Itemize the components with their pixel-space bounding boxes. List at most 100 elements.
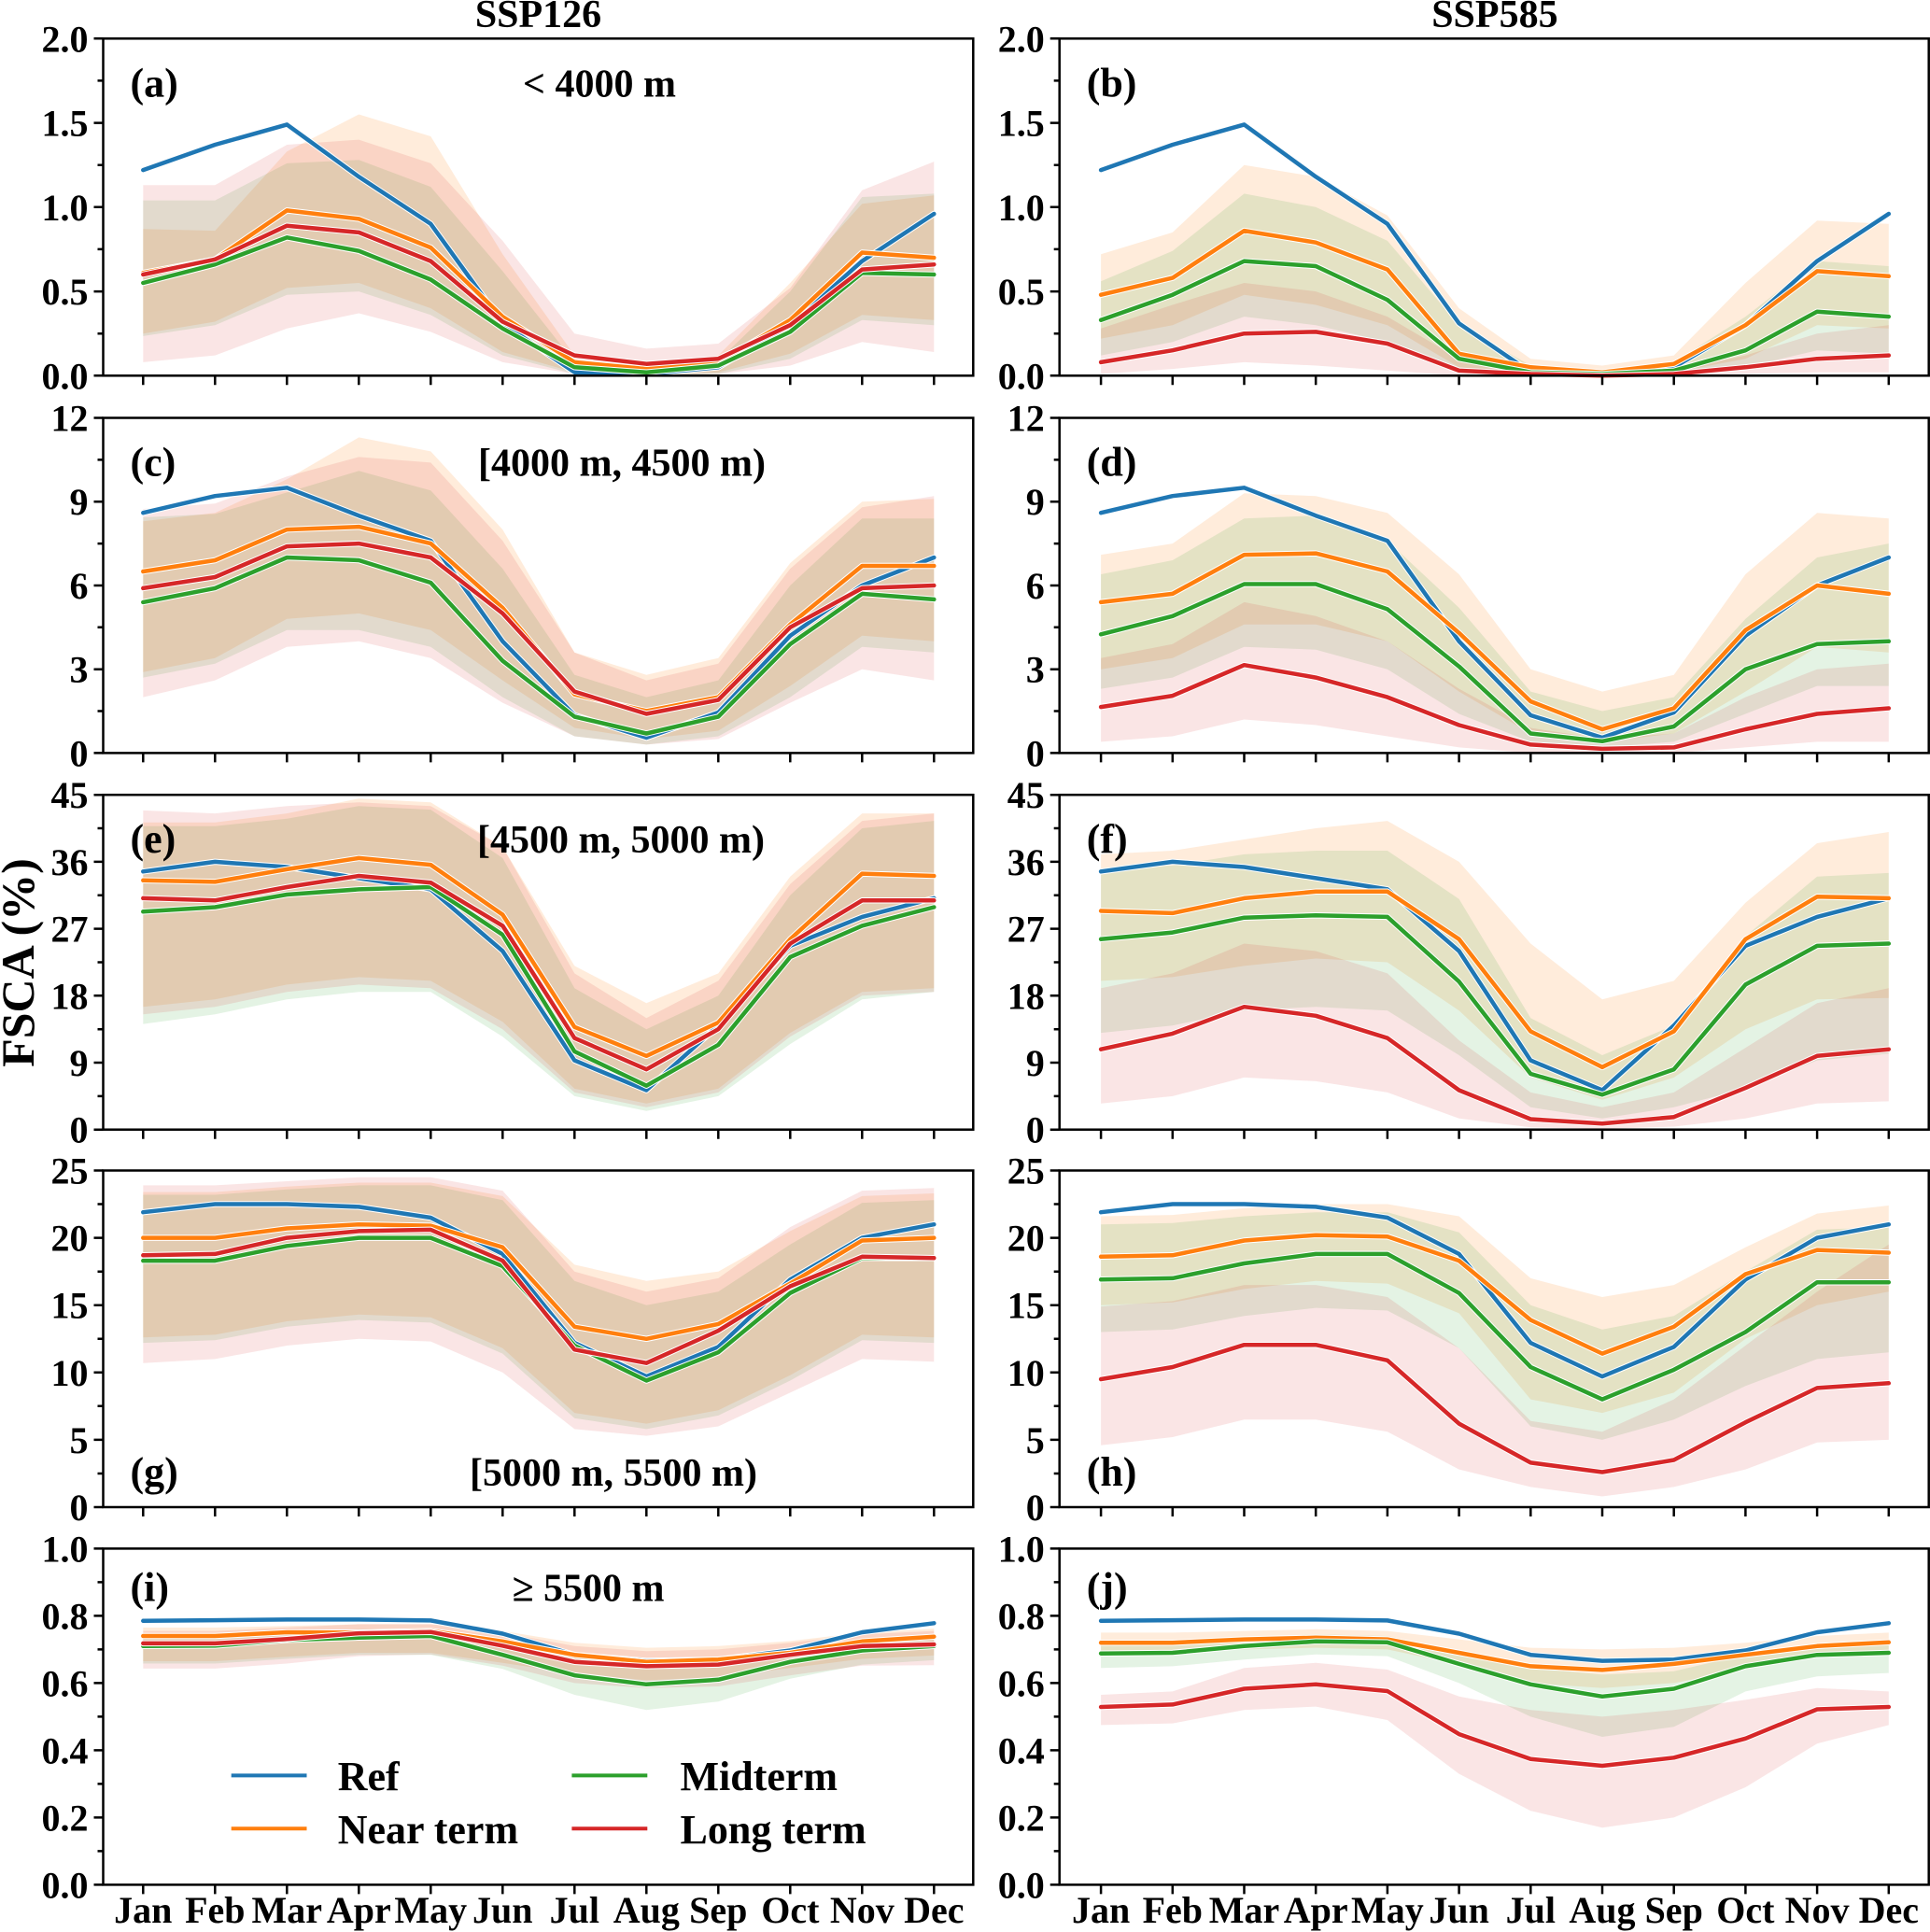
svg-text:2.0: 2.0 — [998, 18, 1045, 60]
svg-text:0.6: 0.6 — [998, 1662, 1045, 1704]
svg-text:Jun: Jun — [1429, 1889, 1489, 1931]
svg-text:6: 6 — [70, 565, 89, 607]
svg-text:Apr: Apr — [327, 1889, 391, 1931]
svg-text:≥ 5500 m: ≥ 5500 m — [512, 1567, 664, 1610]
svg-text:[5000 m, 5500 m): [5000 m, 5500 m) — [470, 1452, 757, 1495]
svg-text:0: 0 — [1026, 1109, 1045, 1151]
svg-text:0.0: 0.0 — [42, 1864, 89, 1906]
svg-text:SSP126: SSP126 — [475, 0, 601, 36]
svg-text:12: 12 — [51, 398, 89, 440]
svg-text:0: 0 — [1026, 732, 1045, 774]
svg-text:Feb: Feb — [185, 1889, 245, 1931]
svg-text:Oct: Oct — [1716, 1889, 1775, 1931]
svg-text:1.0: 1.0 — [998, 1528, 1045, 1570]
svg-text:36: 36 — [1007, 841, 1045, 883]
svg-text:Jun: Jun — [472, 1889, 533, 1931]
svg-text:10: 10 — [51, 1352, 89, 1394]
svg-text:3: 3 — [1026, 649, 1045, 691]
svg-text:0: 0 — [70, 732, 89, 774]
svg-text:2.0: 2.0 — [42, 18, 89, 60]
svg-text:1.5: 1.5 — [42, 103, 89, 145]
svg-text:Mar: Mar — [252, 1889, 323, 1931]
svg-text:< 4000 m: < 4000 m — [523, 63, 676, 106]
svg-text:[4000 m, 4500 m): [4000 m, 4500 m) — [478, 443, 766, 486]
svg-text:0: 0 — [70, 1487, 89, 1529]
svg-text:Long term: Long term — [681, 1807, 866, 1853]
svg-text:Jul: Jul — [1506, 1889, 1556, 1931]
svg-text:36: 36 — [51, 841, 89, 883]
svg-text:20: 20 — [1007, 1218, 1045, 1260]
svg-text:(i): (i) — [131, 1564, 170, 1610]
svg-text:SSP585: SSP585 — [1431, 0, 1557, 36]
svg-text:(j): (j) — [1087, 1564, 1128, 1610]
svg-text:18: 18 — [51, 975, 89, 1017]
svg-text:Aug: Aug — [1569, 1889, 1635, 1931]
svg-text:Apr: Apr — [1284, 1889, 1348, 1931]
svg-text:Feb: Feb — [1143, 1889, 1203, 1931]
svg-text:1.0: 1.0 — [998, 187, 1045, 229]
svg-text:Dec: Dec — [904, 1889, 964, 1931]
svg-text:0.0: 0.0 — [998, 355, 1045, 397]
svg-text:0.8: 0.8 — [998, 1595, 1045, 1637]
svg-text:0.4: 0.4 — [42, 1729, 89, 1771]
svg-text:10: 10 — [1007, 1352, 1045, 1394]
svg-text:0.2: 0.2 — [42, 1797, 89, 1839]
svg-text:Oct: Oct — [761, 1889, 820, 1931]
svg-text:Jan: Jan — [1072, 1889, 1130, 1931]
svg-text:Nov: Nov — [1785, 1889, 1850, 1931]
svg-text:9: 9 — [1026, 481, 1045, 523]
svg-text:Midterm: Midterm — [681, 1754, 838, 1799]
svg-text:1.0: 1.0 — [42, 1528, 89, 1570]
svg-text:Jul: Jul — [550, 1889, 599, 1931]
svg-text:3: 3 — [70, 649, 89, 691]
svg-text:(h): (h) — [1087, 1449, 1137, 1495]
svg-text:Sep: Sep — [1645, 1889, 1703, 1931]
svg-text:(e): (e) — [131, 816, 176, 862]
svg-text:(a): (a) — [131, 60, 178, 106]
svg-text:Mar: Mar — [1209, 1889, 1280, 1931]
svg-text:0.5: 0.5 — [42, 271, 89, 313]
svg-text:45: 45 — [51, 774, 89, 816]
svg-text:27: 27 — [51, 909, 89, 951]
svg-text:15: 15 — [51, 1285, 89, 1327]
svg-text:Jan: Jan — [114, 1889, 172, 1931]
svg-text:5: 5 — [70, 1419, 89, 1461]
svg-text:18: 18 — [1007, 975, 1045, 1017]
svg-text:Nov: Nov — [830, 1889, 895, 1931]
svg-text:Sep: Sep — [689, 1889, 747, 1931]
svg-text:1.5: 1.5 — [998, 103, 1045, 145]
svg-text:25: 25 — [1007, 1150, 1045, 1192]
svg-text:May: May — [1351, 1889, 1424, 1931]
svg-text:(f): (f) — [1087, 816, 1128, 862]
svg-text:FSCA (%): FSCA (%) — [0, 858, 44, 1067]
svg-text:Dec: Dec — [1859, 1889, 1919, 1931]
svg-text:0.5: 0.5 — [998, 271, 1045, 313]
svg-text:9: 9 — [70, 481, 89, 523]
svg-text:12: 12 — [1007, 398, 1045, 440]
svg-text:6: 6 — [1026, 565, 1045, 607]
svg-text:Ref: Ref — [338, 1754, 401, 1799]
svg-text:0.8: 0.8 — [42, 1595, 89, 1637]
svg-text:(g): (g) — [131, 1449, 178, 1495]
svg-text:(b): (b) — [1087, 60, 1137, 106]
svg-text:27: 27 — [1007, 909, 1045, 951]
svg-text:5: 5 — [1026, 1419, 1045, 1461]
svg-text:(c): (c) — [131, 440, 176, 486]
svg-text:(d): (d) — [1087, 440, 1137, 486]
svg-text:Aug: Aug — [613, 1889, 680, 1931]
svg-text:0: 0 — [1026, 1487, 1045, 1529]
svg-text:0: 0 — [70, 1109, 89, 1151]
svg-text:25: 25 — [51, 1150, 89, 1192]
svg-text:Near term: Near term — [338, 1807, 518, 1853]
svg-text:9: 9 — [70, 1042, 89, 1084]
svg-text:0.6: 0.6 — [42, 1662, 89, 1704]
svg-text:[4500 m, 5000 m): [4500 m, 5000 m) — [477, 819, 765, 862]
svg-text:0.0: 0.0 — [42, 355, 89, 397]
svg-text:1.0: 1.0 — [42, 187, 89, 229]
svg-text:9: 9 — [1026, 1042, 1045, 1084]
svg-text:May: May — [394, 1889, 467, 1931]
svg-text:0.2: 0.2 — [998, 1797, 1045, 1839]
svg-text:0.4: 0.4 — [998, 1729, 1045, 1771]
svg-text:45: 45 — [1007, 774, 1045, 816]
svg-text:15: 15 — [1007, 1285, 1045, 1327]
